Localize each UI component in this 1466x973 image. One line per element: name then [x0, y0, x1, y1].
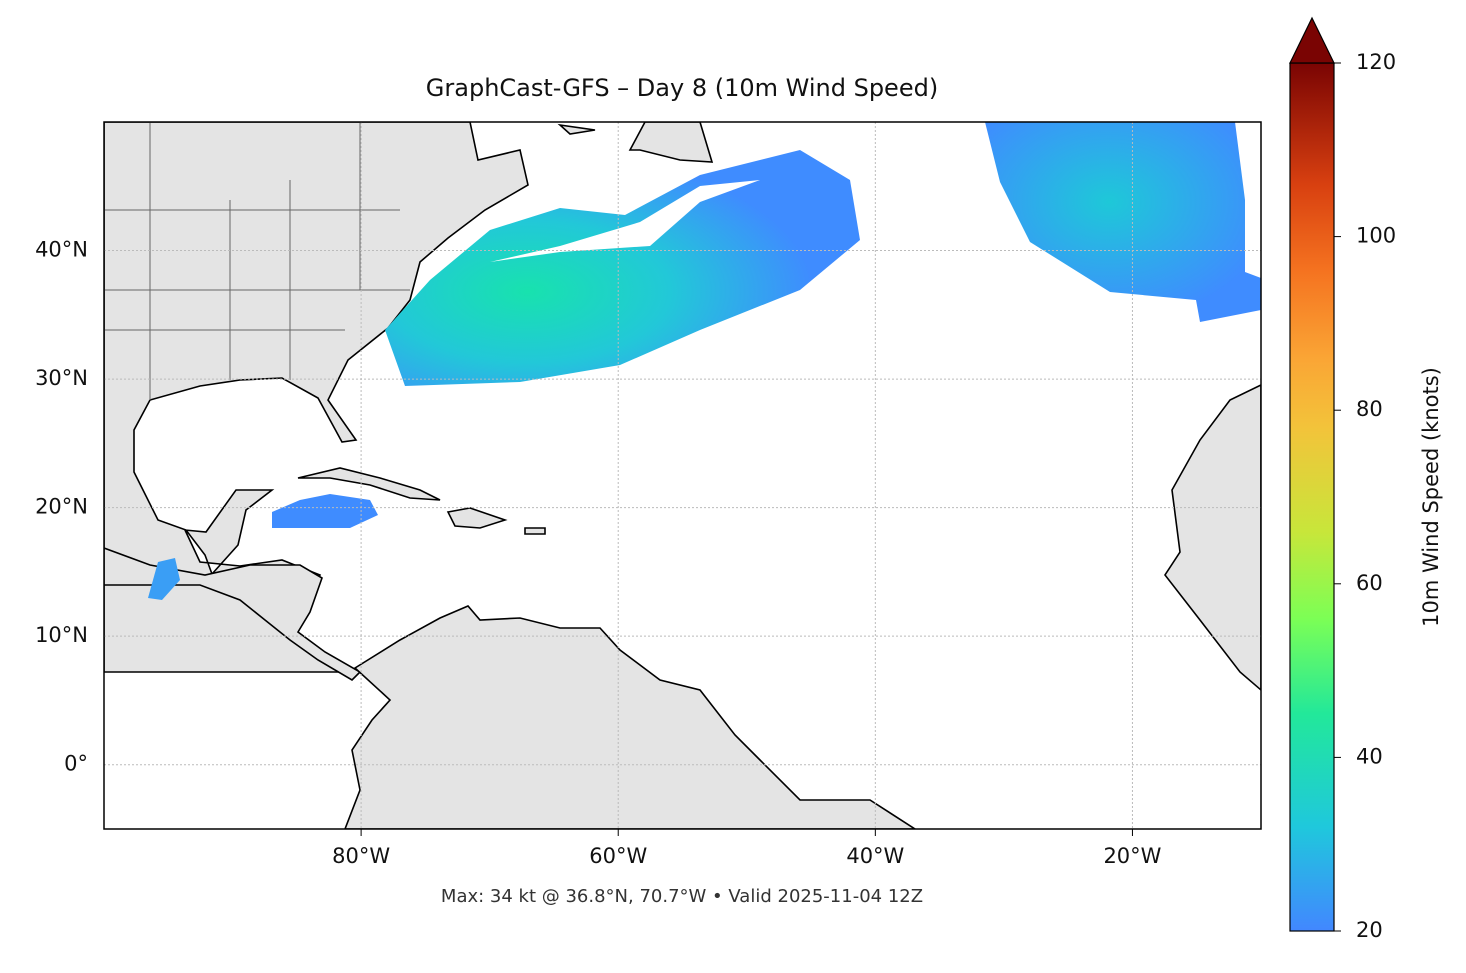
newfoundland	[557, 123, 596, 135]
wind-field	[385, 150, 860, 386]
wind-field	[148, 558, 180, 600]
state-borders	[104, 122, 410, 400]
map-title: GraphCast-GFS – Day 8 (10m Wind Speed)	[426, 74, 938, 102]
wind-field	[272, 494, 378, 528]
x-tick-label: 20°W	[1103, 844, 1161, 868]
colorbar-extend	[1289, 16, 1335, 64]
y-tick-label: 40°N	[35, 238, 88, 262]
footer-annotation: Max: 34 kt @ 36.8°N, 70.7°W • Valid 2025…	[441, 886, 923, 907]
puerto-rico	[524, 527, 546, 535]
africa	[1164, 384, 1261, 692]
south-america	[344, 605, 917, 829]
colorbar-tick-label: 80	[1356, 397, 1383, 421]
x-tick-label: 80°W	[332, 844, 390, 868]
hispaniola	[446, 507, 508, 529]
greenland-tip	[628, 122, 714, 163]
colorbar-label: 10m Wind Speed (knots)	[1419, 367, 1443, 627]
y-tick-label: 10°N	[35, 623, 88, 647]
y-tick-label: 20°N	[35, 495, 88, 519]
x-tick-label: 60°W	[589, 844, 647, 868]
grid-layer	[104, 122, 1261, 829]
colorbar-tick-label: 20	[1356, 918, 1383, 942]
colorbar-tick-label: 40	[1356, 744, 1383, 768]
colorbar-tick-label: 60	[1356, 571, 1383, 595]
colorbar-tick-label: 100	[1356, 224, 1396, 248]
axes-frame	[103, 121, 1262, 830]
colorbar	[1289, 62, 1335, 932]
y-tick-label: 0°	[64, 752, 88, 776]
colorbar-tick-label: 120	[1356, 50, 1396, 74]
x-tick-label: 40°W	[846, 844, 904, 868]
y-tick-label: 30°N	[35, 366, 88, 390]
map-area	[104, 122, 1261, 829]
wind-field	[985, 122, 1261, 322]
cuba	[297, 467, 441, 501]
